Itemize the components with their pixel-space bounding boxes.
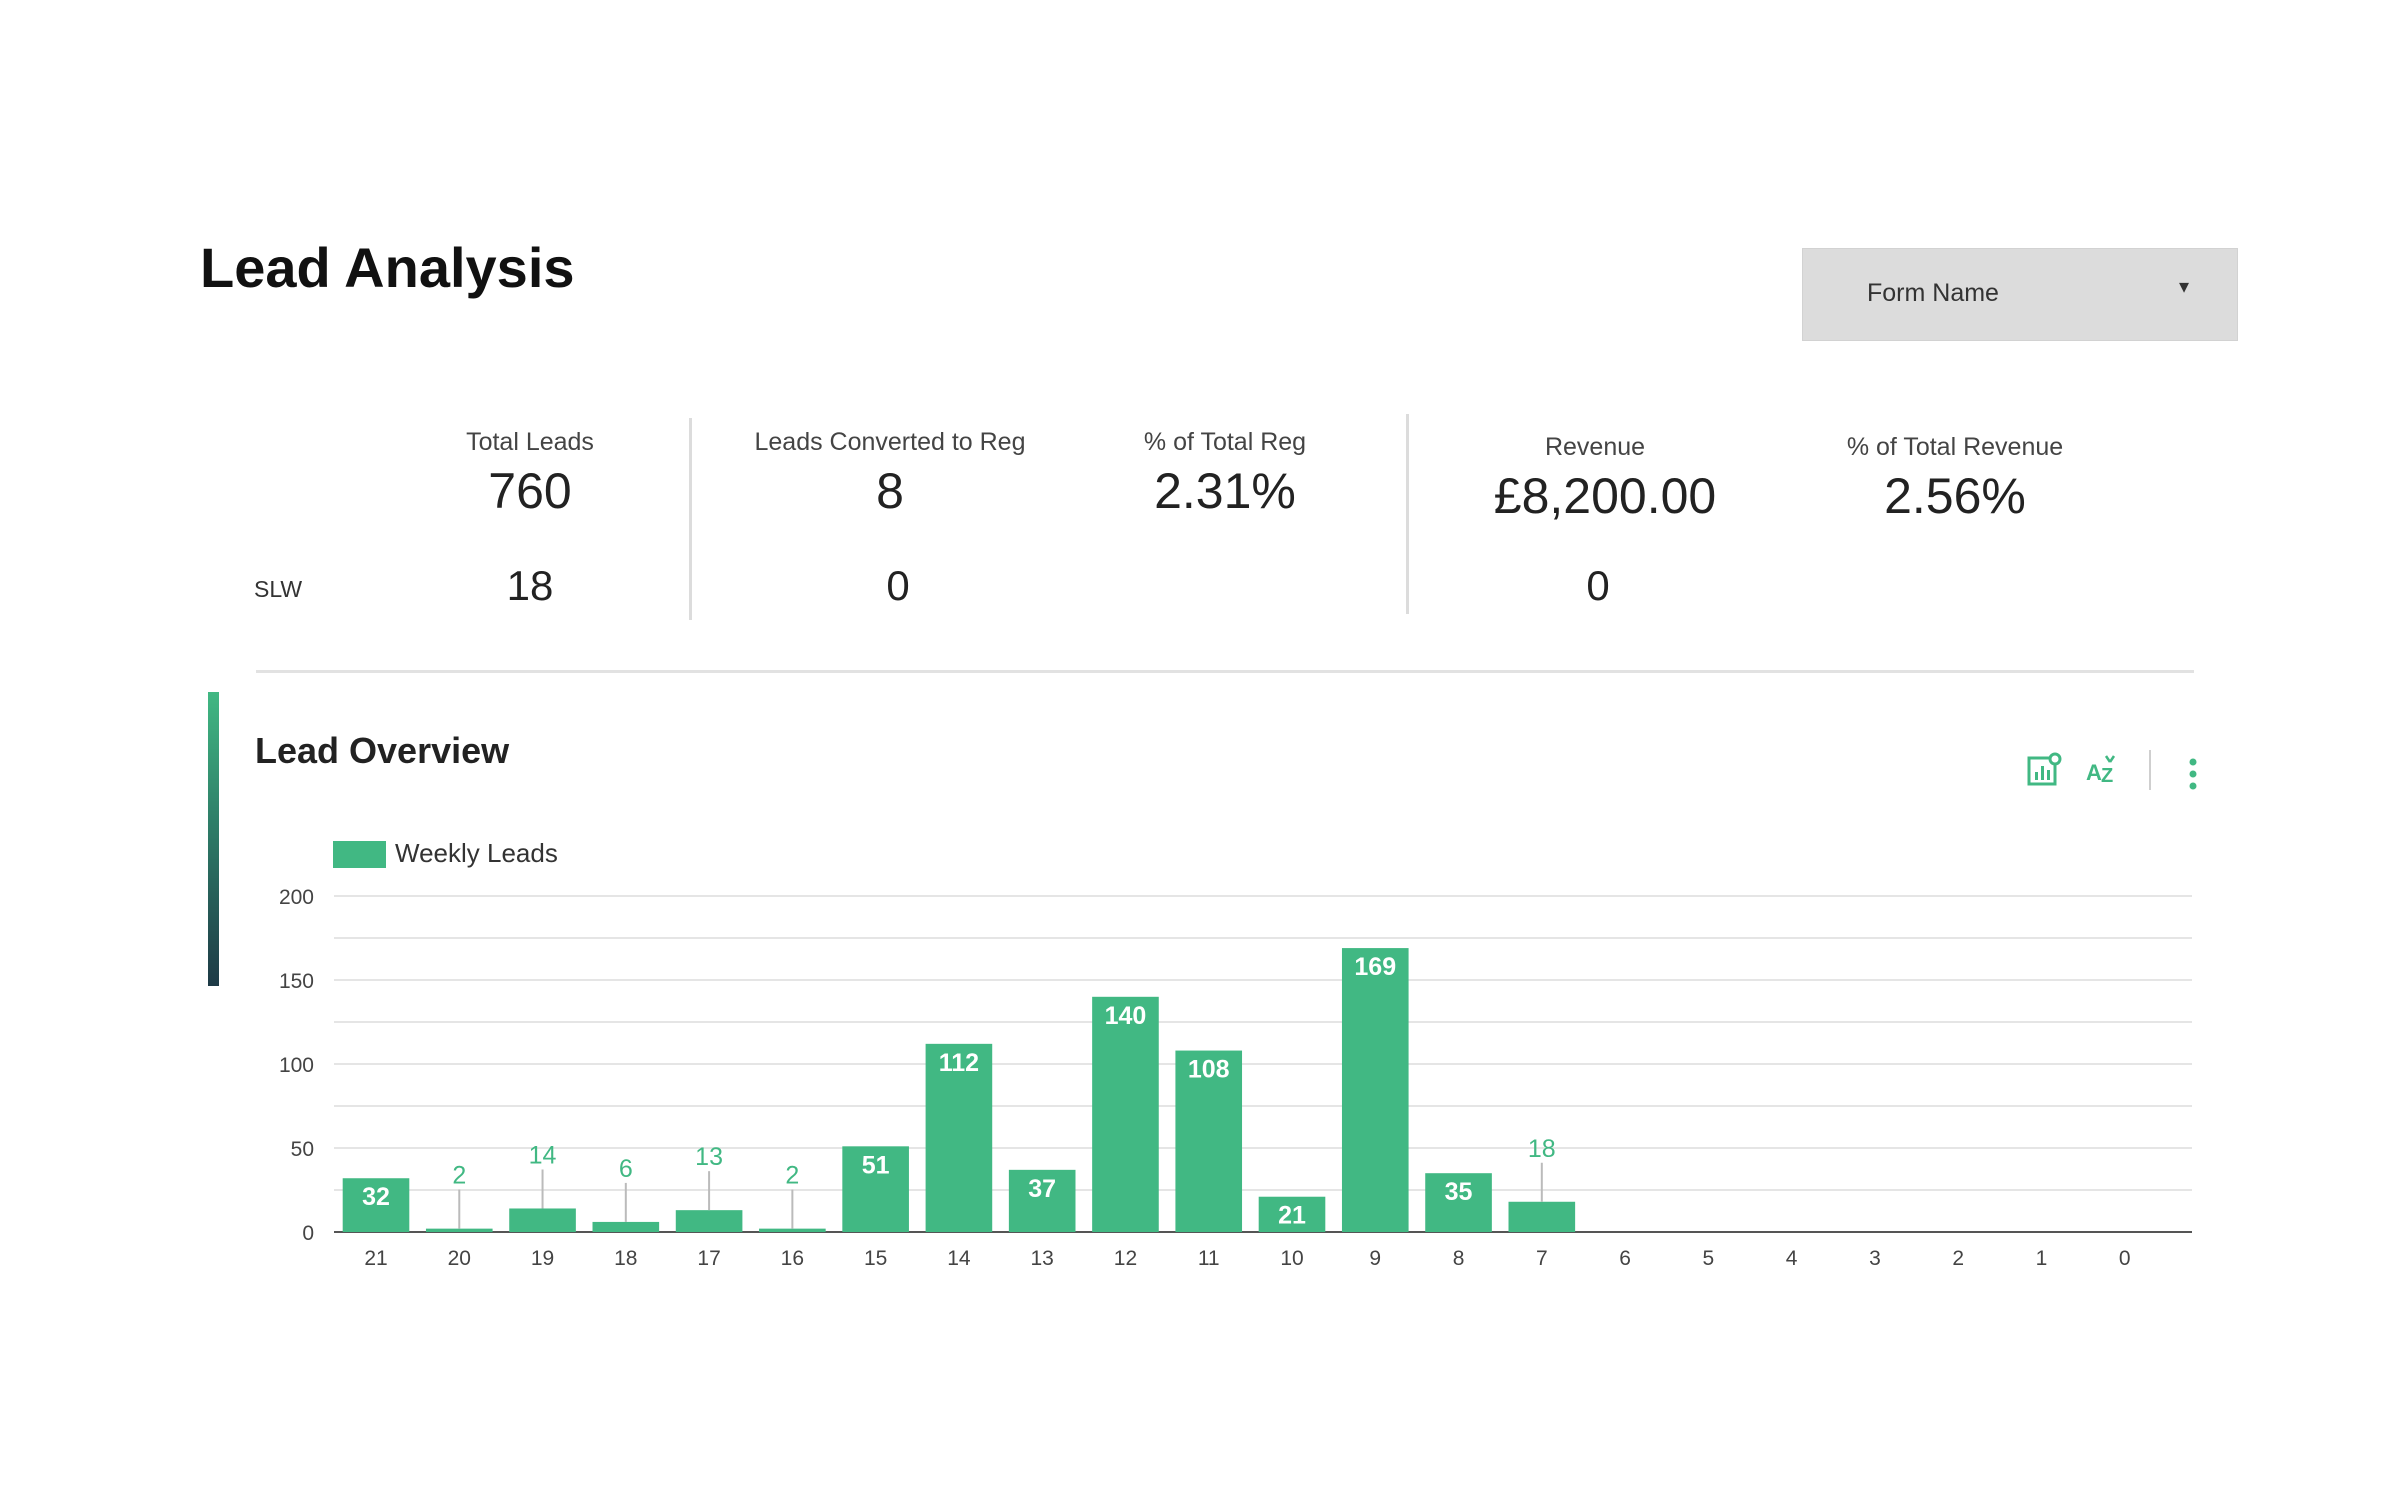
total-leads-value: 760 bbox=[488, 463, 572, 519]
revenue-slw: 0 bbox=[1586, 562, 1610, 609]
data-label: 13 bbox=[695, 1143, 723, 1171]
y-tick-label: 150 bbox=[279, 970, 314, 993]
x-tick-label: 12 bbox=[1114, 1247, 1137, 1270]
bar bbox=[592, 1221, 660, 1232]
bar bbox=[925, 1043, 993, 1232]
x-tick-label: 4 bbox=[1786, 1247, 1798, 1270]
revenue-label: Revenue bbox=[1544, 433, 1646, 461]
pct-total-revenue-label: % of Total Revenue bbox=[1846, 433, 2064, 461]
x-tick-label: 11 bbox=[1198, 1247, 1220, 1270]
x-tick-label: 16 bbox=[781, 1247, 804, 1270]
data-label: 21 bbox=[1278, 1202, 1306, 1230]
form-name-dropdown[interactable]: Form Name ▾ bbox=[1802, 248, 2238, 341]
data-label: 18 bbox=[1528, 1135, 1556, 1163]
data-label: 6 bbox=[619, 1155, 633, 1183]
more-vert-icon[interactable] bbox=[2175, 756, 2211, 792]
pct-total-revenue-value: 2.56% bbox=[1884, 468, 2026, 524]
bar bbox=[425, 1228, 493, 1232]
converted-slw: 0 bbox=[886, 562, 910, 609]
x-tick-label: 21 bbox=[364, 1247, 387, 1270]
x-tick-label: 5 bbox=[1703, 1247, 1715, 1270]
bar bbox=[1092, 996, 1159, 1232]
svg-text:Z: Z bbox=[2101, 765, 2113, 787]
data-label: 37 bbox=[1028, 1175, 1056, 1203]
bar bbox=[842, 1146, 909, 1232]
total-leads-label: Total Leads bbox=[466, 428, 594, 456]
bar bbox=[1425, 1173, 1492, 1232]
x-tick-label: 10 bbox=[1280, 1247, 1303, 1270]
data-label: 51 bbox=[862, 1151, 890, 1179]
section-accent-bar bbox=[208, 692, 219, 986]
bar bbox=[1008, 1169, 1076, 1232]
data-label: 112 bbox=[939, 1049, 979, 1077]
x-tick-label: 15 bbox=[864, 1247, 887, 1270]
x-tick-label: 1 bbox=[2036, 1247, 2048, 1270]
section-title: Lead Overview bbox=[255, 730, 510, 771]
bar bbox=[509, 1208, 576, 1232]
pct-total-reg-value: 2.31% bbox=[1154, 463, 1296, 519]
x-tick-label: 17 bbox=[697, 1247, 720, 1270]
x-tick-label: 20 bbox=[448, 1247, 471, 1270]
x-tick-label: 14 bbox=[947, 1247, 971, 1270]
dropdown-label: Form Name bbox=[1867, 279, 1999, 307]
y-tick-label: 100 bbox=[279, 1054, 314, 1077]
x-tick-label: 2 bbox=[1952, 1247, 1964, 1270]
bar bbox=[1341, 948, 1409, 1232]
y-tick-label: 0 bbox=[302, 1222, 314, 1245]
data-label: 2 bbox=[785, 1162, 799, 1190]
total-leads-slw: 18 bbox=[506, 562, 554, 609]
bar bbox=[1508, 1201, 1576, 1232]
kpi-separator bbox=[1406, 414, 1409, 614]
page-title: Lead Analysis bbox=[200, 236, 575, 299]
data-label: 14 bbox=[529, 1141, 557, 1169]
converted-value: 8 bbox=[876, 463, 904, 519]
x-tick-label: 13 bbox=[1031, 1247, 1054, 1270]
x-tick-label: 3 bbox=[1869, 1247, 1881, 1270]
data-label: 140 bbox=[1105, 1002, 1147, 1030]
data-label: 108 bbox=[1188, 1056, 1230, 1084]
bar bbox=[759, 1228, 826, 1232]
y-tick-label: 200 bbox=[279, 886, 314, 909]
chart-settings-icon[interactable] bbox=[2026, 752, 2062, 788]
x-tick-label: 9 bbox=[1369, 1247, 1381, 1270]
legend-swatch bbox=[333, 841, 386, 868]
x-tick-label: 8 bbox=[1453, 1247, 1465, 1270]
bar bbox=[342, 1178, 410, 1232]
revenue-value: £8,200.00 bbox=[1493, 468, 1717, 524]
kpi-separator bbox=[689, 418, 692, 620]
legend-label: Weekly Leads bbox=[395, 838, 558, 868]
x-tick-label: 19 bbox=[531, 1247, 554, 1270]
sort-az-icon[interactable]: A Z bbox=[2084, 752, 2120, 788]
pct-total-reg-label: % of Total Reg bbox=[1143, 428, 1307, 456]
data-label: 2 bbox=[452, 1162, 466, 1190]
x-tick-label: 7 bbox=[1536, 1247, 1548, 1270]
data-label: 32 bbox=[362, 1183, 390, 1211]
y-tick-label: 50 bbox=[291, 1138, 314, 1161]
converted-label: Leads Converted to Reg bbox=[754, 428, 1026, 456]
x-tick-label: 6 bbox=[1619, 1247, 1631, 1270]
toolbar-separator bbox=[2149, 750, 2151, 790]
x-tick-label: 18 bbox=[614, 1247, 637, 1270]
data-label: 35 bbox=[1445, 1178, 1473, 1206]
data-label: 169 bbox=[1354, 953, 1396, 981]
slw-label: SLW bbox=[254, 576, 303, 602]
svg-text:A: A bbox=[2086, 760, 2102, 785]
bar bbox=[1258, 1196, 1326, 1232]
x-tick-label: 0 bbox=[2119, 1247, 2131, 1270]
section-divider bbox=[256, 670, 2194, 673]
bar bbox=[1175, 1050, 1243, 1232]
chevron-down-icon: ▾ bbox=[2179, 276, 2190, 298]
bar bbox=[675, 1210, 743, 1232]
